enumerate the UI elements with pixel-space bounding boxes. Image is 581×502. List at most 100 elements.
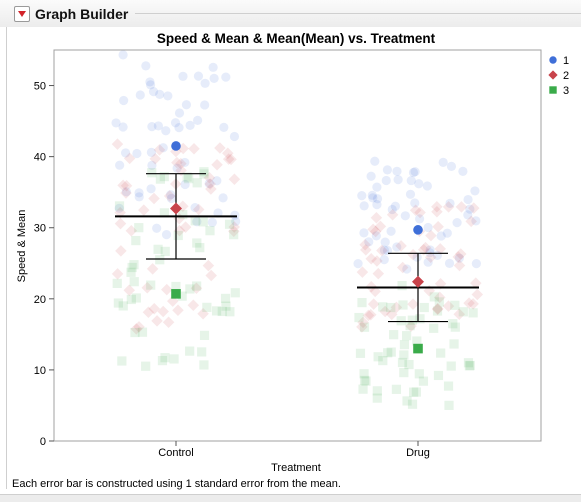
legend-marker-circle-icon [549, 56, 557, 64]
raw-data-point [161, 230, 172, 240]
raw-data-point [359, 322, 370, 332]
y-tick-label: 30 [34, 223, 46, 235]
raw-data-point [157, 356, 168, 366]
raw-data-point [402, 331, 412, 341]
raw-data-point [446, 361, 456, 371]
raw-data-point [166, 193, 177, 204]
raw-data-point [415, 314, 425, 324]
x-axis-label: Treatment [271, 462, 321, 474]
raw-data-point [175, 157, 187, 170]
raw-data-point [117, 179, 129, 192]
mean-marker-1-drug [413, 225, 423, 235]
raw-data-point [450, 300, 460, 310]
raw-data-point [387, 204, 397, 215]
raw-data-point [379, 245, 390, 255]
raw-data-point [406, 175, 416, 186]
raw-data-point [376, 244, 388, 257]
raw-data-point [114, 201, 125, 211]
raw-data-point [402, 396, 412, 406]
raw-data-point [146, 263, 159, 275]
raw-data-point [357, 297, 367, 308]
legend-item-1[interactable]: 1 [549, 55, 569, 67]
raw-data-point [203, 172, 216, 184]
raw-data-point [134, 188, 144, 198]
raw-data-point [135, 90, 145, 100]
legend[interactable]: 1 2 3 [548, 55, 569, 97]
raw-data-point [436, 348, 446, 358]
raw-data-point [126, 294, 136, 305]
raw-data-point [465, 215, 477, 228]
raw-data-point [444, 400, 454, 410]
raw-data-point [171, 281, 181, 292]
y-tick-label: 50 [34, 81, 46, 93]
mean-marker-3-control [171, 289, 181, 299]
raw-data-point [402, 264, 412, 274]
raw-data-point [217, 306, 227, 317]
raw-data-point [123, 284, 136, 296]
raw-data-point [218, 193, 228, 203]
raw-data-point [357, 191, 367, 201]
raw-data-point [400, 211, 410, 221]
raw-data-point [199, 330, 210, 340]
collapse-triangle-icon[interactable] [14, 5, 30, 22]
raw-data-point [123, 152, 136, 165]
raw-data-point [192, 281, 202, 291]
raw-data-point [372, 386, 382, 396]
raw-data-point [391, 384, 402, 394]
raw-data-point [159, 208, 170, 218]
raw-data-point [455, 248, 467, 260]
raw-data-point [404, 359, 414, 370]
raw-data-point [379, 255, 389, 265]
raw-data-point [146, 280, 156, 290]
raw-data-points [111, 50, 484, 410]
raw-data-point [174, 108, 185, 118]
raw-data-point [152, 223, 162, 233]
legend-item-3[interactable]: 3 [549, 85, 569, 97]
raw-data-point [419, 241, 432, 254]
raw-data-point [450, 322, 460, 332]
raw-data-point [214, 142, 226, 154]
raw-data-point [208, 62, 218, 72]
raw-data-point [170, 118, 181, 128]
raw-data-point [359, 228, 369, 238]
raw-data-point [199, 360, 209, 370]
raw-data-point [444, 258, 455, 268]
legend-marker-diamond-icon [548, 70, 558, 80]
outline-bracket [6, 27, 7, 489]
raw-data-point [371, 231, 381, 241]
raw-data-point [166, 190, 176, 200]
raw-data-point [407, 315, 417, 325]
raw-data-point [228, 221, 240, 233]
raw-data-point [230, 210, 240, 220]
raw-data-point [468, 202, 480, 214]
raw-data-point [120, 179, 133, 192]
raw-data-point [396, 261, 409, 274]
chart-title: Speed & Mean & Mean(Mean) vs. Treatment [157, 31, 436, 46]
raw-data-point [443, 381, 454, 391]
raw-data-point [471, 258, 481, 269]
raw-data-point [429, 323, 439, 333]
raw-data-point [452, 218, 462, 228]
raw-data-point [211, 306, 222, 316]
raw-data-point [367, 298, 380, 310]
y-tick-label: 10 [34, 365, 46, 377]
raw-data-point [145, 80, 156, 90]
raw-data-point [369, 225, 382, 238]
raw-data-point [151, 315, 163, 327]
raw-data-point [417, 244, 430, 256]
legend-item-2[interactable]: 2 [548, 70, 569, 82]
raw-data-point [138, 204, 150, 216]
raw-data-point [229, 230, 239, 240]
raw-data-point [399, 350, 409, 360]
raw-data-point [434, 243, 446, 255]
mean-marker-2-drug [412, 275, 424, 288]
raw-data-point [173, 224, 186, 237]
raw-data-point [429, 292, 439, 302]
raw-data-point [147, 122, 157, 132]
raw-data-point [372, 199, 382, 210]
raw-data-point [463, 358, 474, 368]
raw-data-point [160, 246, 170, 256]
raw-data-point [126, 267, 136, 277]
raw-data-point [465, 360, 475, 371]
raw-data-point [155, 255, 165, 265]
